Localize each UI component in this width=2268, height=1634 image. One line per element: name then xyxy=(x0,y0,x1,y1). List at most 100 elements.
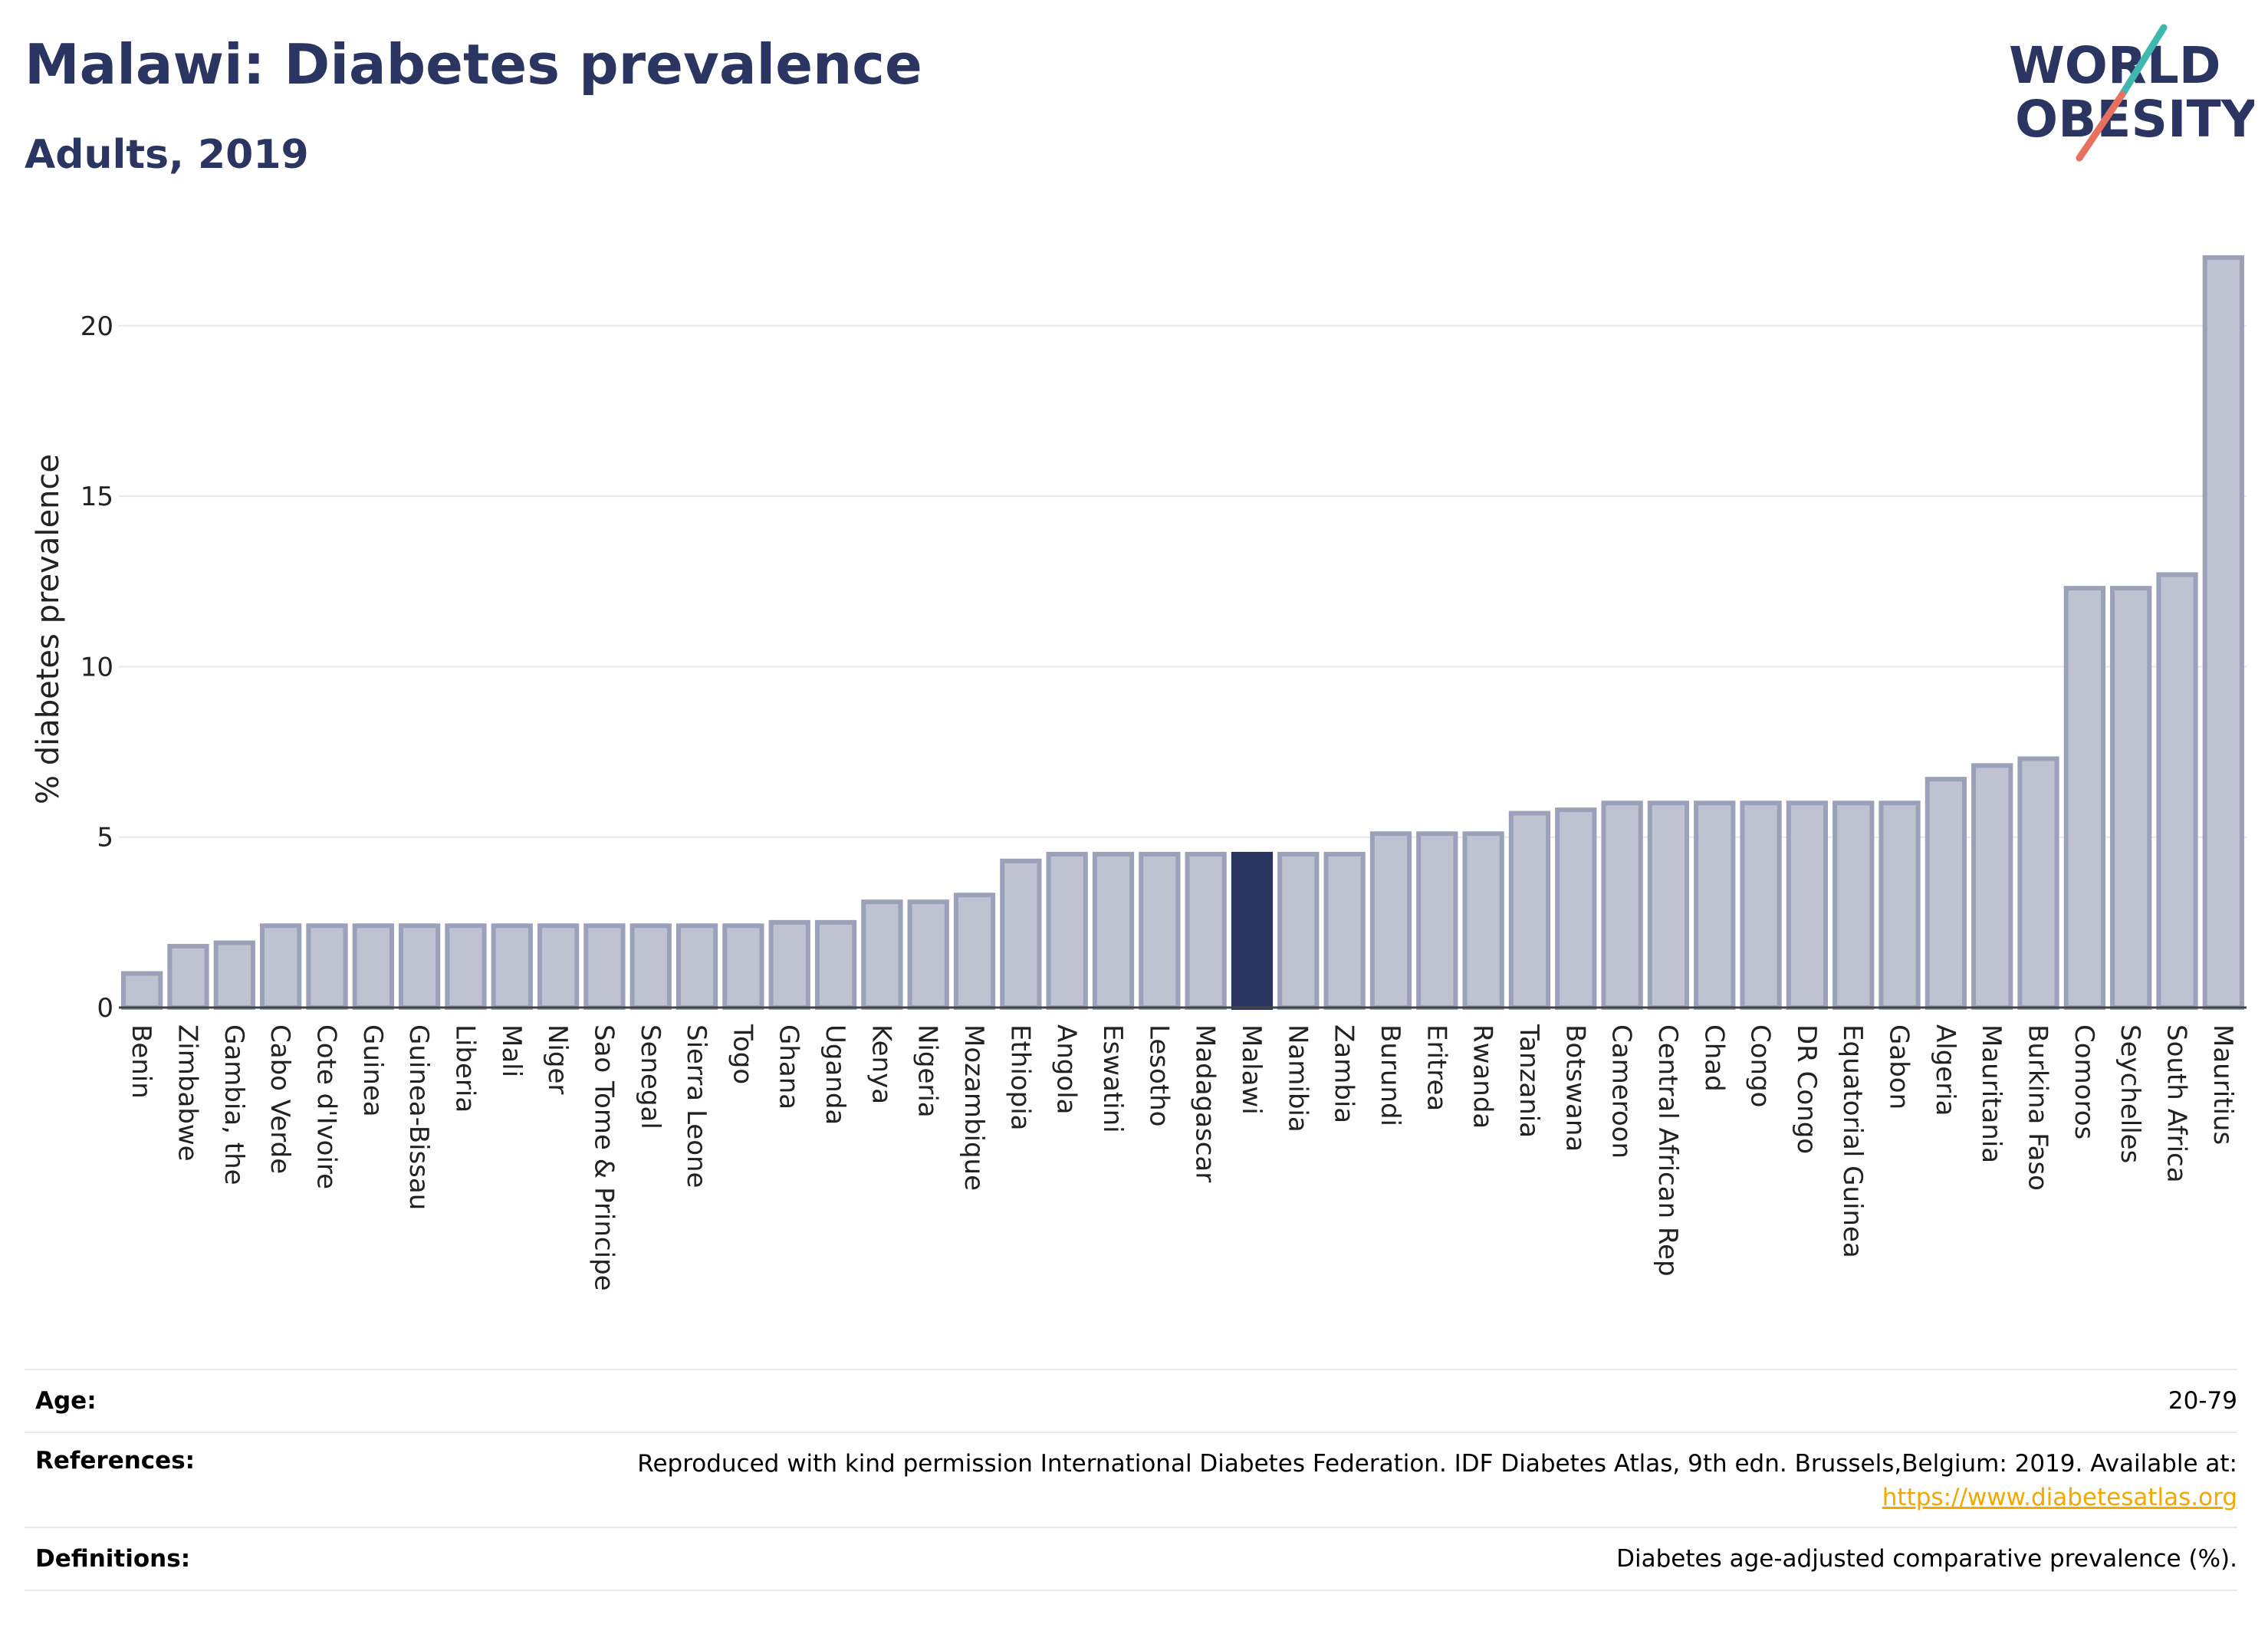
x-tick-label: Sierra Leone xyxy=(681,1024,712,1188)
bar xyxy=(861,899,903,1010)
bar xyxy=(675,923,718,1010)
bar xyxy=(1740,801,1782,1011)
world-obesity-logo: WORLD OBESITY xyxy=(2009,24,2254,162)
x-tick-label: Namibia xyxy=(1282,1024,1313,1133)
x-tick-label: Cote d'Ivoire xyxy=(311,1024,341,1189)
logo-text-world: WORLD xyxy=(2009,36,2221,95)
definitions-label: Definitions: xyxy=(35,1545,191,1573)
grid-lines xyxy=(119,324,2247,838)
x-tick-label: Cabo Verde xyxy=(265,1024,295,1174)
y-tick-label: 15 xyxy=(81,482,113,512)
x-tick-label: Tanzania xyxy=(1514,1024,1544,1138)
bars xyxy=(121,255,2244,1011)
x-tick-label: South Africa xyxy=(2161,1024,2192,1183)
bar xyxy=(167,943,209,1011)
bar xyxy=(2017,756,2059,1010)
y-axis-label: % diabetes prevalence xyxy=(31,454,66,804)
x-tick-label: Chad xyxy=(1698,1024,1729,1092)
x-tick-label: DR Congo xyxy=(1791,1024,1822,1154)
bar xyxy=(2202,255,2244,1010)
bar xyxy=(1092,851,1135,1010)
bar xyxy=(213,940,255,1010)
x-tick-label: Eswatini xyxy=(1097,1024,1128,1133)
bar xyxy=(907,899,949,1010)
x-tick-label: Gabon xyxy=(1884,1024,1915,1110)
bar xyxy=(1555,807,1597,1010)
x-tick-label: Mauritania xyxy=(1976,1024,2007,1163)
chart-subtitle: Adults, 2019 xyxy=(25,132,309,178)
x-tick-label: Mali xyxy=(496,1024,527,1077)
x-tick-label: Mauritius xyxy=(2207,1024,2238,1145)
x-tick-label: Angola xyxy=(1051,1024,1082,1114)
x-tick-label: Ethiopia xyxy=(1004,1024,1035,1130)
x-tick-label: Guinea xyxy=(357,1024,388,1117)
x-tick-label: Liberia xyxy=(449,1024,480,1113)
x-tick-label: Burundi xyxy=(1375,1024,1405,1126)
definitions-value: Diabetes age-adjusted comparative preval… xyxy=(1616,1545,2237,1573)
x-tick-label: Togo xyxy=(727,1024,758,1084)
x-tick-label: Comoros xyxy=(2069,1024,2099,1139)
bar xyxy=(953,893,996,1011)
bar xyxy=(445,923,487,1010)
x-tick-label: Equatorial Guinea xyxy=(1837,1024,1868,1258)
bar xyxy=(1878,801,1921,1011)
bar xyxy=(121,971,163,1010)
x-tick-label: Congo xyxy=(1745,1024,1776,1107)
y-tick-label: 10 xyxy=(81,652,113,682)
info-table: Age: 20-79 References: Reproduced with k… xyxy=(25,1369,2237,1591)
info-row-references: References: Reproduced with kind permiss… xyxy=(25,1432,2237,1527)
bar xyxy=(1416,831,1458,1010)
age-label: Age: xyxy=(35,1387,97,1415)
chart-title: Malawi: Diabetes prevalence xyxy=(25,32,922,97)
x-tick-label: Algeria xyxy=(1930,1024,1961,1116)
bar xyxy=(768,919,810,1010)
bar xyxy=(1786,801,1829,1011)
bar xyxy=(722,923,764,1010)
bar xyxy=(2110,586,2152,1010)
x-tick-label: Rwanda xyxy=(1468,1024,1498,1129)
x-tick-label: Zambia xyxy=(1329,1024,1359,1123)
bar xyxy=(1369,831,1412,1010)
x-tick-label: Niger xyxy=(542,1024,573,1094)
x-tick-label: Guinea-Bissau xyxy=(403,1024,434,1210)
x-tick-label: Benin xyxy=(126,1024,156,1099)
bar xyxy=(306,923,348,1010)
age-value: 20-79 xyxy=(2168,1387,2237,1415)
bar xyxy=(1046,851,1088,1010)
bar xyxy=(537,923,580,1010)
references-link[interactable]: https://www.diabetesatlas.org xyxy=(1882,1484,2237,1511)
x-tick-label: Cameroon xyxy=(1606,1024,1637,1159)
bar xyxy=(398,923,441,1010)
x-tick-label: Lesotho xyxy=(1143,1024,1174,1126)
info-row-age: Age: 20-79 xyxy=(25,1369,2237,1432)
x-tick-label: Seychelles xyxy=(2115,1024,2145,1163)
x-tick-label: Botswana xyxy=(1560,1024,1590,1152)
tick-labels: 0 5 10 15 20 % diabetes prevalence Benin Zimbab… xyxy=(31,311,2238,1291)
x-tick-label: Kenya xyxy=(866,1024,896,1104)
bar xyxy=(1323,851,1366,1010)
bar xyxy=(2156,572,2198,1010)
bar-highlighted xyxy=(1231,851,1274,1010)
bar xyxy=(1694,801,1736,1011)
bar xyxy=(1277,851,1320,1010)
logo-slash-coral xyxy=(2076,90,2126,162)
x-tick-label: Sao Tome & Principe xyxy=(588,1024,619,1291)
references-value: Reproduced with kind permission Internat… xyxy=(637,1447,2237,1514)
x-tick-label: Burkina Faso xyxy=(2023,1024,2053,1191)
x-tick-label: Nigeria xyxy=(912,1024,943,1118)
x-tick-label: Mozambique xyxy=(958,1024,989,1191)
y-tick-label: 5 xyxy=(97,823,113,853)
bar-chart: 0 5 10 15 20 % diabetes prevalence Benin Zimbab… xyxy=(31,255,2247,1291)
x-tick-label: Gambia, the xyxy=(219,1024,249,1185)
bar xyxy=(352,923,394,1010)
bar xyxy=(1462,831,1504,1010)
bar xyxy=(1508,810,1551,1010)
bar xyxy=(583,923,626,1010)
bar xyxy=(260,923,302,1010)
bar xyxy=(1925,777,1967,1011)
x-tick-label: Ghana xyxy=(774,1024,804,1110)
logo-text-obesity: OBESITY xyxy=(2015,90,2254,149)
x-tick-label: Zimbabwe xyxy=(172,1024,202,1162)
bar xyxy=(491,923,533,1010)
bar xyxy=(1647,801,1690,1011)
